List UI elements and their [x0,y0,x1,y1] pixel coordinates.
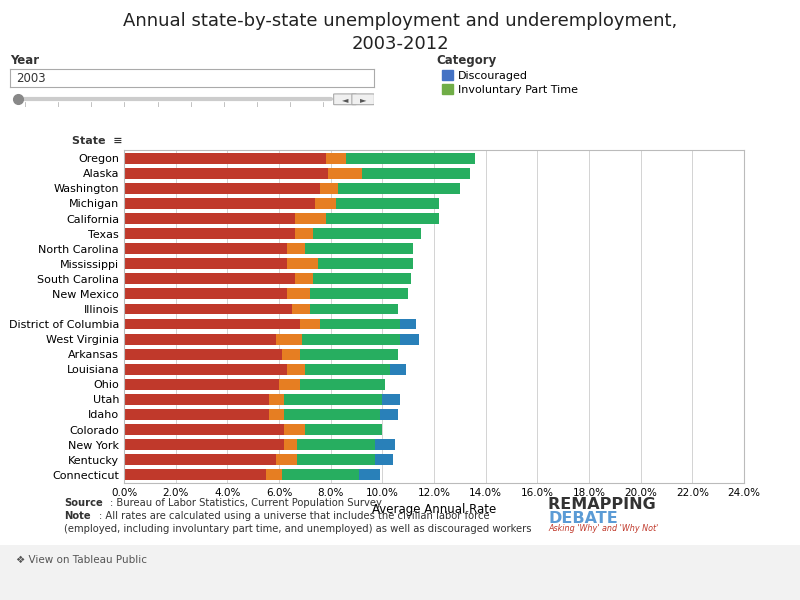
Text: DEBATE: DEBATE [548,511,618,526]
Bar [318,259,414,269]
Bar [320,183,338,194]
Bar [124,424,284,435]
Bar [300,349,398,359]
Text: State  ≡: State ≡ [71,136,122,146]
Bar [359,469,380,480]
Text: : All rates are calculated using a universe that includes the civilian labor for: : All rates are calculated using a unive… [99,511,490,521]
Bar [338,183,460,194]
Bar [310,289,408,299]
Bar [305,424,382,435]
Bar [124,454,277,465]
Bar [374,439,395,450]
Text: ❖ View on Tableau Public: ❖ View on Tableau Public [16,555,147,565]
Bar [282,349,300,359]
Bar [124,243,286,254]
Text: ►: ► [360,95,366,104]
Bar [336,198,439,209]
Bar [269,409,284,420]
Bar [328,168,362,179]
Bar [124,274,294,284]
Bar [294,213,326,224]
Bar [292,304,310,314]
Bar [124,334,277,344]
Bar [266,469,282,480]
Bar [380,409,398,420]
Bar [300,319,320,329]
Bar [286,259,318,269]
Bar [269,394,284,405]
Text: : Bureau of Labor Statistics, Current Population Survey: : Bureau of Labor Statistics, Current Po… [110,498,382,508]
Text: Source: Source [64,498,102,508]
Bar [310,304,398,314]
Text: REMAPPING: REMAPPING [548,497,662,512]
Bar [277,454,297,465]
Bar [362,168,470,179]
Bar [124,259,286,269]
Bar [302,334,401,344]
Bar [294,274,313,284]
Bar [124,213,294,224]
Text: Note: Note [64,511,90,521]
Bar [382,394,401,405]
X-axis label: Average Annual Rate: Average Annual Rate [372,503,496,517]
Bar [305,364,390,374]
Bar [286,289,310,299]
Bar [124,319,300,329]
Bar [297,454,374,465]
Bar [346,153,475,164]
Bar [286,364,305,374]
Bar [124,289,286,299]
Bar [124,439,284,450]
Bar [294,228,313,239]
Legend: Discouraged, Involuntary Part Time: Discouraged, Involuntary Part Time [442,70,578,95]
Bar [390,364,406,374]
Bar [124,183,320,194]
Bar [124,379,279,390]
Bar [124,304,292,314]
Text: Annual state-by-state unemployment and underemployment,
2003-2012: Annual state-by-state unemployment and u… [123,12,677,53]
Bar [284,409,380,420]
Bar [286,243,305,254]
Bar [277,334,302,344]
Bar [401,334,418,344]
Text: Asking 'Why' and 'Why Not': Asking 'Why' and 'Why Not' [548,524,658,533]
Bar [313,274,410,284]
Bar [124,349,282,359]
Bar [284,439,297,450]
Bar [284,394,382,405]
Bar [326,153,346,164]
Bar [124,469,266,480]
Bar [124,168,328,179]
Bar [374,454,393,465]
Bar [401,319,416,329]
Text: 2003: 2003 [16,71,46,85]
Bar [315,198,336,209]
Bar [284,424,305,435]
Bar [297,439,374,450]
Bar [282,469,359,480]
Bar [279,379,300,390]
Text: (employed, including involuntary part time, and unemployed) as well as discourag: (employed, including involuntary part ti… [64,524,531,535]
Bar [305,243,414,254]
Bar [320,319,401,329]
Bar [300,379,385,390]
Text: ◄: ◄ [342,95,348,104]
Bar [313,228,421,239]
Bar [124,198,315,209]
Bar [124,153,326,164]
Bar [124,409,269,420]
Text: Category: Category [436,54,496,67]
FancyBboxPatch shape [334,94,356,104]
Bar [326,213,439,224]
Bar [124,364,286,374]
Text: Year: Year [10,54,39,67]
FancyBboxPatch shape [352,94,374,104]
Bar [124,228,294,239]
Bar [124,394,269,405]
